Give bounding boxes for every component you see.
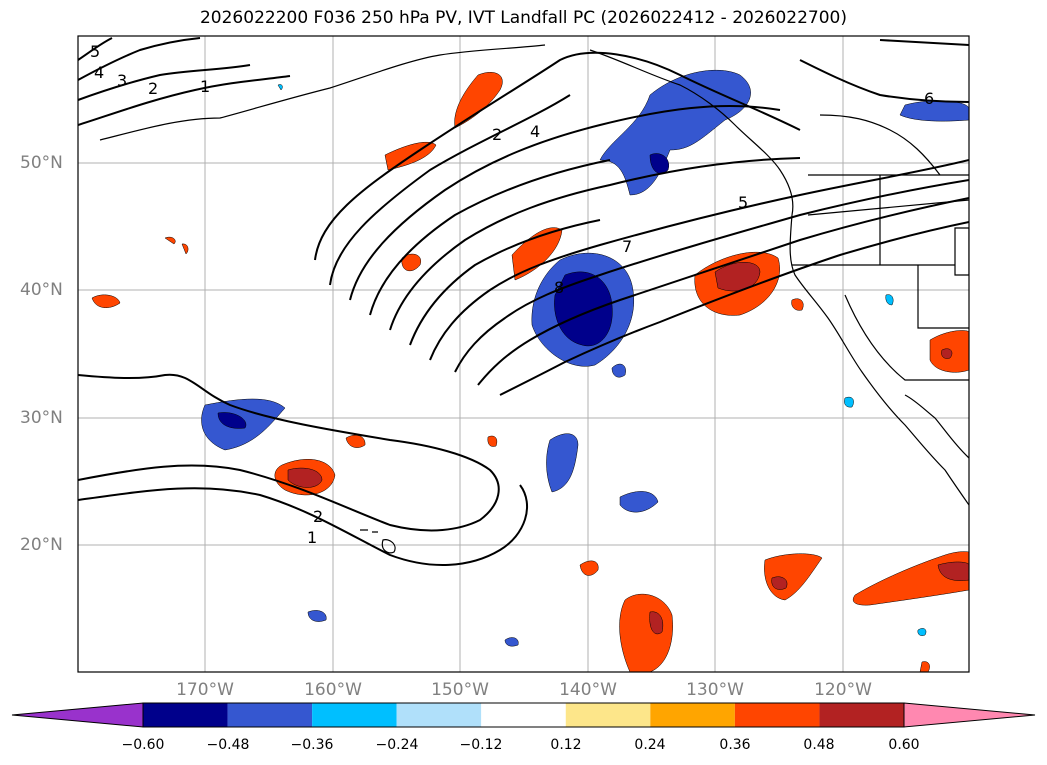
colorbar-tick: −0.36 xyxy=(290,737,334,753)
positive-anomaly-shading xyxy=(91,72,969,672)
colorbar-tick: 0.60 xyxy=(888,737,920,753)
colorbar-cell xyxy=(819,703,904,727)
colorbar-cell xyxy=(565,703,651,727)
colorbar-tick: −0.60 xyxy=(121,737,165,753)
colorbar-extend-high xyxy=(903,702,1036,728)
pv-contours xyxy=(78,37,969,567)
lon-label: 140°W xyxy=(559,680,617,700)
coastlines xyxy=(99,44,969,554)
contour-label: 2 xyxy=(148,79,158,98)
colorbar-cell xyxy=(143,703,228,727)
contour-label: 4 xyxy=(530,122,540,141)
colorbar-tick: 0.12 xyxy=(550,737,582,753)
map-panel: 5 4 3 2 1 2 4 6 5 7 8 2 1 xyxy=(77,35,970,673)
contour-label: 7 xyxy=(622,237,632,256)
colorbar-cell xyxy=(227,703,313,727)
colorbar-tick: −0.48 xyxy=(206,737,250,753)
lon-label: 170°W xyxy=(176,680,234,700)
colorbar-cell xyxy=(650,703,735,727)
contour-label: 6 xyxy=(924,89,934,108)
contour-label: 5 xyxy=(738,193,748,212)
lon-label: 130°W xyxy=(686,680,744,700)
contour-label: 5 xyxy=(90,42,100,61)
map-title: 2026022200 F036 250 hPa PV, IVT Landfall… xyxy=(199,8,847,28)
contour-label: 4 xyxy=(94,63,104,82)
plot-frame xyxy=(77,35,970,673)
colorbar-cell xyxy=(396,703,482,727)
colorbar-cell xyxy=(312,703,397,727)
contour-label: 2 xyxy=(492,125,502,144)
lon-label: 160°W xyxy=(304,680,362,700)
lat-label: 40°N xyxy=(20,280,63,300)
colorbar-cell xyxy=(481,703,566,727)
gridlines xyxy=(78,36,969,672)
colorbar-extend-low xyxy=(11,702,144,728)
negative-anomaly-shading xyxy=(201,70,969,647)
colorbar-cell xyxy=(734,703,820,727)
colorbar-tick: 0.36 xyxy=(719,737,751,753)
lat-label: 20°N xyxy=(20,535,63,555)
contour-label: 1 xyxy=(307,528,317,547)
lon-label: 120°W xyxy=(814,680,872,700)
contour-label: 1 xyxy=(200,77,210,96)
lat-label: 50°N xyxy=(20,153,63,173)
colorbar-tick: 0.48 xyxy=(803,737,835,753)
colorbar-frame xyxy=(142,702,905,728)
contour-label: 3 xyxy=(117,71,127,90)
colorbar xyxy=(11,702,1036,728)
contour-label: 2 xyxy=(313,507,323,526)
colorbar-tick: −0.24 xyxy=(375,737,419,753)
contour-label: 8 xyxy=(554,278,564,297)
lat-label: 30°N xyxy=(20,408,63,428)
colorbar-tick: 0.24 xyxy=(634,737,666,753)
colorbar-tick: −0.12 xyxy=(459,737,503,753)
lon-label: 150°W xyxy=(431,680,489,700)
